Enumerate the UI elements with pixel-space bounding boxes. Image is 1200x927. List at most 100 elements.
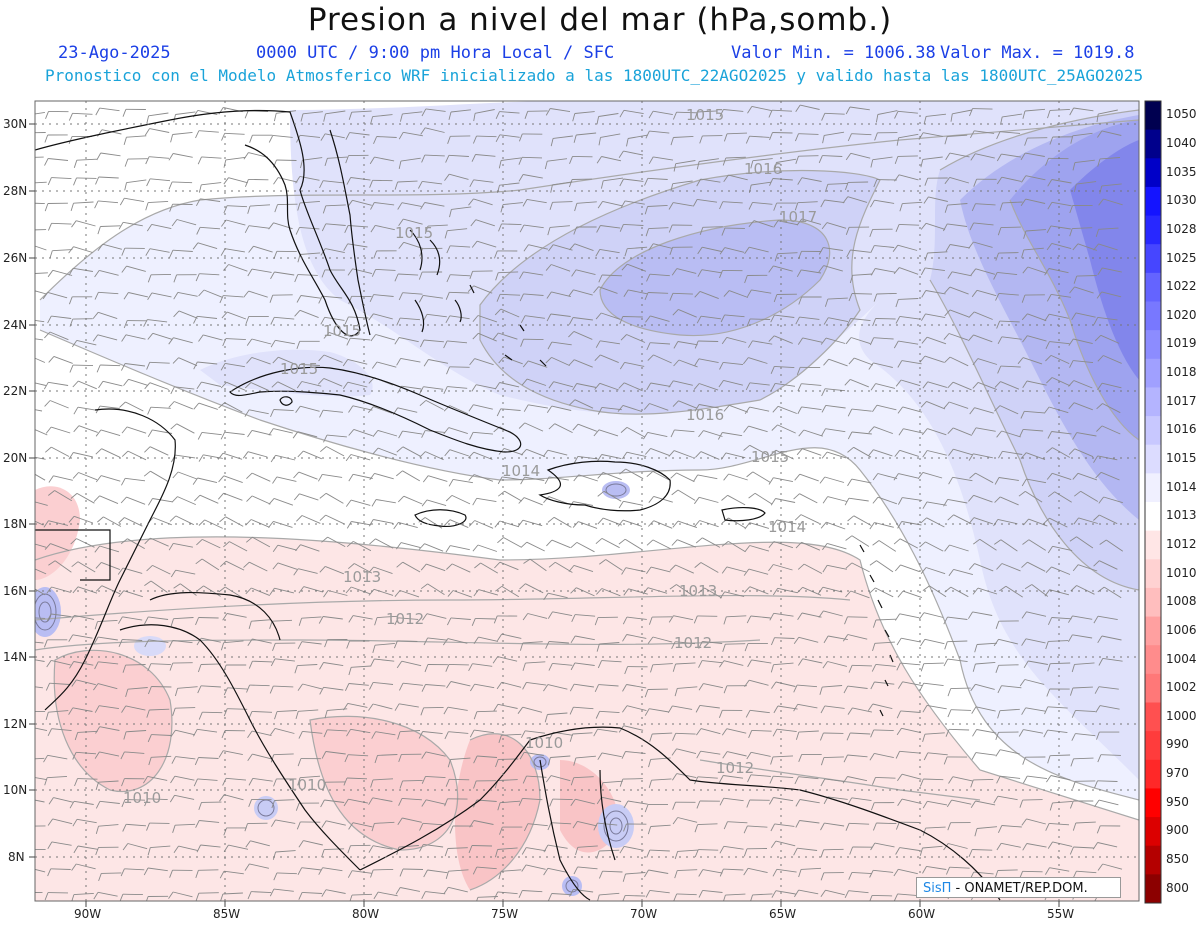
wind-barb [98, 291, 119, 295]
wind-barb-flag [272, 356, 279, 364]
wind-barb-flag [719, 109, 724, 117]
wind-barb-flag [371, 361, 378, 369]
wind-barb [52, 818, 73, 825]
wind-barb-flag [73, 425, 80, 433]
wind-barb [677, 869, 698, 872]
wind-barb [77, 586, 98, 594]
wind-barb-flag [249, 135, 253, 143]
wind-barb [649, 130, 670, 134]
wind-barb-flag [348, 667, 352, 676]
wind-barb-flag [170, 618, 174, 627]
wind-barb-flag [821, 405, 827, 413]
wind-barb [477, 896, 498, 898]
wind-barb-flag [519, 752, 525, 760]
wind-barb-flag [192, 477, 198, 485]
wind-barb [477, 544, 498, 552]
wind-barb [851, 478, 872, 484]
wind-barb-flag [570, 542, 578, 549]
wind-barb-flag [45, 111, 49, 119]
wind-barb [751, 105, 772, 112]
wind-barb [526, 541, 545, 552]
wind-barb [201, 558, 220, 571]
wind-barb-flag [795, 731, 800, 740]
wind-barb-flag [669, 247, 674, 256]
wind-barb-flag [770, 383, 776, 391]
wind-barb-flag [242, 451, 249, 459]
wind-barb [327, 536, 346, 547]
wind-barb-flag [670, 137, 674, 146]
wind-barb [899, 267, 919, 275]
wind-barb-flag [968, 611, 973, 619]
wind-barb-flag [173, 292, 179, 300]
wind-barb [975, 268, 996, 275]
wind-barb [725, 156, 746, 159]
wind-barb [552, 611, 573, 617]
wind-barb-flag [473, 711, 478, 720]
wind-barb-flag [443, 386, 448, 394]
wind-barb-flag [747, 659, 752, 668]
wind-barb-flag [549, 798, 554, 807]
wind-barb [600, 340, 620, 345]
wind-barb-flag [746, 471, 754, 478]
wind-barb [601, 454, 622, 460]
wind-barb [601, 406, 622, 411]
wind-barb [197, 361, 218, 365]
lat-label: 12N [3, 717, 28, 731]
wind-barb [650, 315, 670, 322]
wind-barb-flag [396, 561, 403, 568]
wind-barb-flag [473, 636, 479, 645]
wind-barb-flag [797, 612, 803, 620]
wind-barb-flag [170, 729, 176, 738]
wind-barb [973, 778, 994, 781]
wind-barb [174, 386, 195, 390]
wind-barb-flag [493, 615, 498, 624]
wind-barb-flag [743, 444, 750, 451]
wind-barb-flag [421, 799, 427, 807]
wind-barb-flag [969, 108, 973, 117]
wind-barb [201, 381, 221, 387]
wind-barb [874, 752, 894, 759]
wind-barb [772, 755, 794, 758]
wind-barb-flag [1022, 335, 1028, 343]
wind-barb-flag [1096, 425, 1103, 432]
wind-barb-flag [1020, 198, 1026, 206]
wind-barb-flag [1021, 478, 1027, 487]
wind-barb [622, 316, 643, 318]
wind-barb [1050, 754, 1071, 757]
wind-barb-flag [923, 752, 929, 761]
wind-barb-flag [1021, 818, 1027, 826]
wind-barb-flag [297, 641, 303, 650]
wind-barb-flag [772, 588, 779, 596]
wind-barb [98, 311, 118, 320]
wind-barb-flag [69, 364, 74, 373]
wind-barb-flag [870, 729, 875, 738]
wind-barb-flag [223, 541, 230, 548]
wind-barb [374, 156, 395, 162]
wind-barb-flag [219, 560, 227, 568]
wind-barb [325, 204, 346, 207]
wind-barb-flag [44, 777, 48, 786]
wind-barb [1050, 354, 1070, 365]
wind-barb [726, 566, 747, 573]
wind-barb [373, 588, 394, 596]
wind-barb-flag [345, 454, 352, 462]
wind-barb [99, 405, 120, 409]
wind-barb [902, 681, 923, 687]
wind-barb [1024, 679, 1045, 685]
wind-barb-flag [145, 202, 149, 211]
wind-barb [398, 617, 419, 620]
wind-barb-flag [398, 682, 404, 691]
wind-barb-flag [574, 203, 578, 212]
wind-barb [500, 308, 520, 318]
wind-barb [647, 177, 668, 180]
wind-barb-flag [196, 227, 201, 235]
wind-barb-flag [121, 248, 126, 256]
wind-barb-flag [671, 268, 678, 276]
wind-barb-flag [497, 185, 500, 194]
wind-barb-flag [92, 312, 99, 319]
wind-barb-flag [594, 617, 599, 626]
wind-barb-flag [1023, 518, 1029, 526]
wind-barb-flag [917, 472, 924, 480]
wind-barb-flag [118, 590, 125, 598]
wind-barb [700, 562, 719, 573]
